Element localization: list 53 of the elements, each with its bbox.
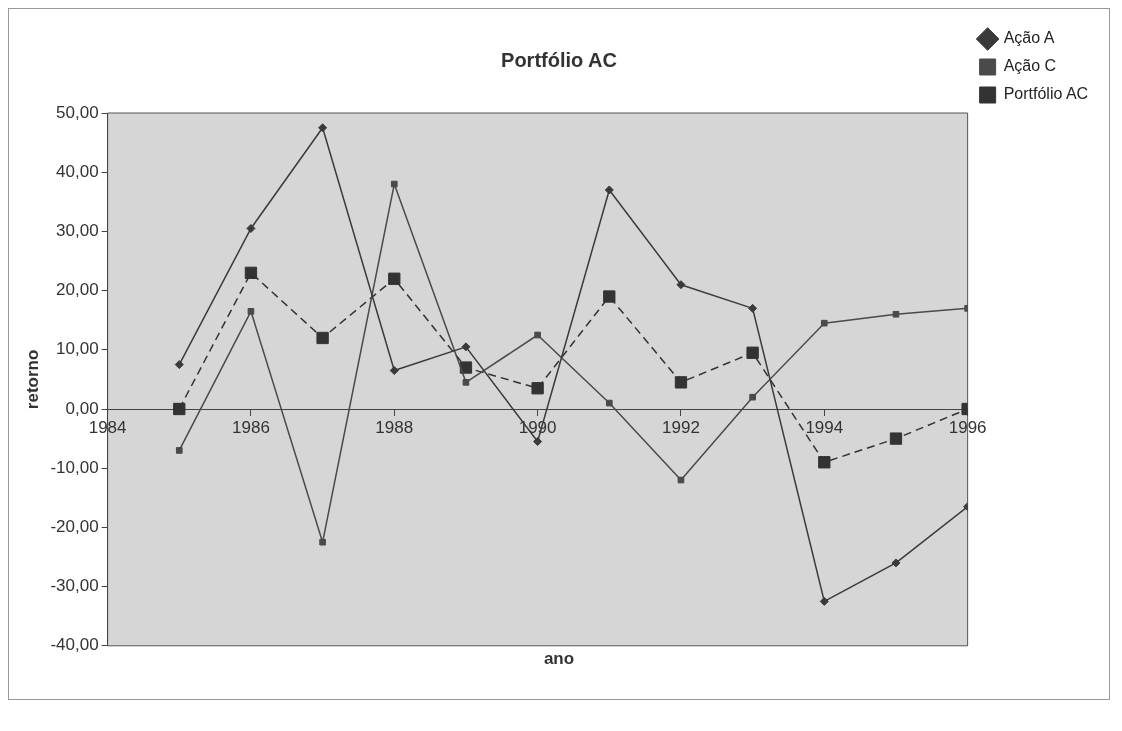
x-tick-label: 1994 bbox=[805, 417, 844, 437]
point bbox=[247, 307, 255, 315]
legend-label: Ação A bbox=[1003, 29, 1055, 47]
point bbox=[533, 437, 543, 447]
point bbox=[677, 476, 685, 484]
x-tick-label: 1988 bbox=[375, 417, 414, 437]
point bbox=[749, 393, 756, 401]
point bbox=[175, 447, 183, 454]
point bbox=[461, 342, 471, 352]
y-tick-label: -30,00 bbox=[50, 576, 99, 596]
point bbox=[174, 360, 184, 370]
point bbox=[892, 310, 900, 318]
point bbox=[388, 272, 401, 285]
legend-label: Portfólio AC bbox=[1003, 85, 1089, 103]
point bbox=[319, 538, 326, 546]
y-tick-label: 30,00 bbox=[56, 221, 99, 241]
point bbox=[389, 366, 399, 376]
x-tick-label: 1986 bbox=[232, 417, 270, 437]
y-tick-label: 10,00 bbox=[56, 339, 99, 359]
point bbox=[173, 402, 186, 416]
point bbox=[891, 558, 901, 568]
point bbox=[818, 456, 831, 469]
point bbox=[746, 346, 759, 359]
point bbox=[748, 303, 758, 313]
legend-label: Ação C bbox=[1003, 57, 1057, 75]
point bbox=[819, 596, 829, 606]
point bbox=[316, 331, 329, 345]
point bbox=[244, 266, 258, 279]
point bbox=[534, 331, 541, 339]
point bbox=[605, 399, 613, 407]
point bbox=[246, 223, 256, 233]
y-tick-label: -40,00 bbox=[50, 635, 99, 655]
y-tick-label: 40,00 bbox=[56, 161, 99, 181]
point bbox=[603, 290, 616, 303]
y-tick-label: 50,00 bbox=[56, 102, 99, 122]
y-tick-label: -20,00 bbox=[50, 517, 99, 537]
x-tick-label: 1992 bbox=[662, 417, 700, 437]
point bbox=[889, 432, 903, 445]
y-tick-label: 0,00 bbox=[65, 398, 99, 418]
point bbox=[462, 379, 470, 386]
point bbox=[390, 180, 398, 188]
y-tick-label: 20,00 bbox=[56, 280, 99, 300]
point bbox=[604, 185, 614, 195]
y-axis-title: retorno bbox=[22, 349, 42, 410]
point bbox=[820, 319, 828, 327]
point bbox=[531, 382, 544, 395]
point bbox=[459, 361, 473, 374]
point bbox=[674, 376, 688, 389]
x-axis-title: ano bbox=[543, 649, 575, 668]
y-tick-label: -10,00 bbox=[50, 457, 99, 477]
point bbox=[318, 123, 328, 133]
chart-title: Portfólio AC bbox=[501, 48, 617, 71]
point bbox=[676, 280, 686, 290]
